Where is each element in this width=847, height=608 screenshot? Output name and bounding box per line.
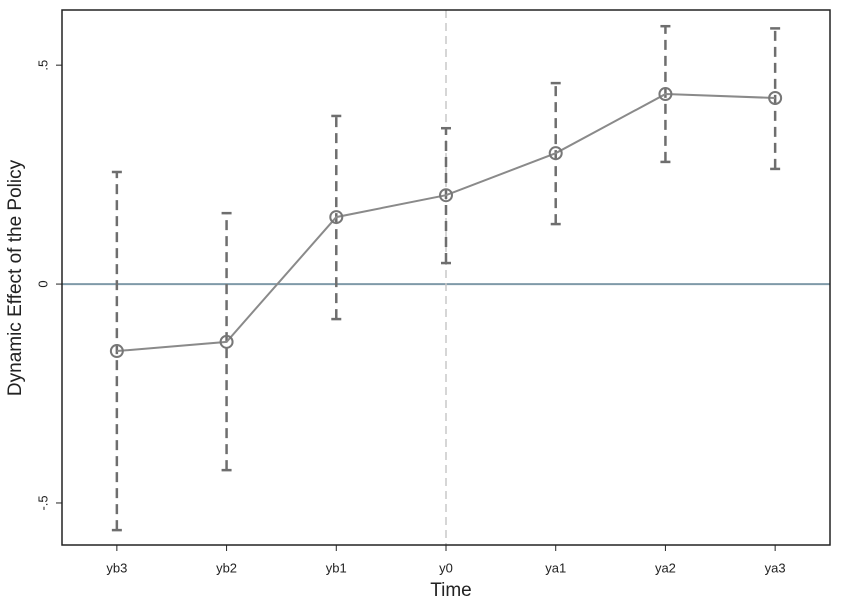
line-series (116, 93, 776, 353)
x-tick-label: yb2 (216, 560, 237, 575)
x-tick-label: yb1 (326, 560, 347, 575)
y-tick-label: -.5 (35, 495, 50, 510)
y-axis-title: Dynamic Effect of the Policy (5, 159, 26, 396)
y-tick-label: .5 (35, 60, 50, 71)
point (109, 344, 124, 359)
x-tick-label: ya2 (655, 560, 676, 575)
x-tick-label: ya3 (765, 560, 786, 575)
x-axis-title: Time (430, 580, 472, 601)
point (658, 87, 673, 102)
point (548, 146, 563, 161)
point (768, 90, 783, 105)
point (439, 188, 453, 203)
point (219, 334, 234, 349)
x-tick-label: ya1 (545, 560, 566, 575)
x-tick-label: yb3 (106, 560, 127, 575)
y-tick-label: 0 (35, 280, 50, 287)
x-tick-label: y0 (439, 560, 453, 575)
point (329, 210, 344, 225)
plot-frame (61, 9, 831, 546)
